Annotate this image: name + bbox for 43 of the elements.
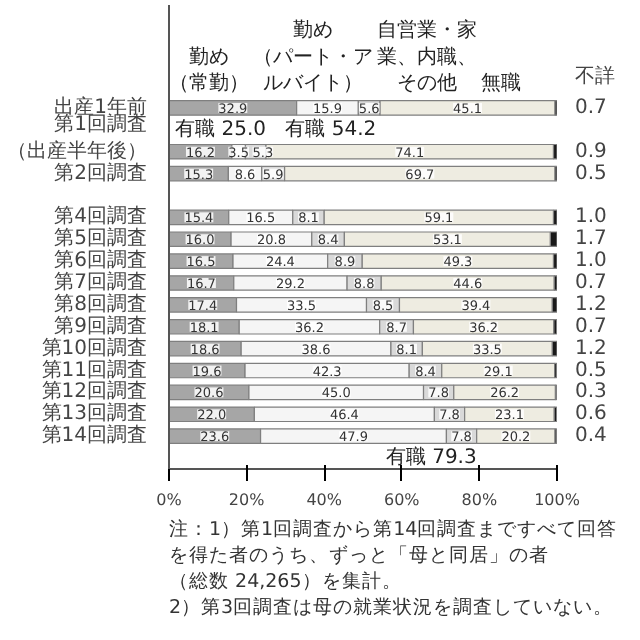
data-label: 1.0 — [575, 250, 607, 273]
y-tick-label: 第10回調査 — [41, 335, 148, 360]
y-tick-label: 第4回調査 — [54, 204, 148, 229]
data-label: 0.6 — [575, 403, 607, 426]
y-tick-label: 第5回調査 — [54, 226, 148, 251]
text: 2）第3回調査は母の就業状況を調査していない。 — [169, 595, 614, 619]
data-label: 0.9 — [575, 140, 607, 163]
data-label: 1.2 — [575, 337, 607, 360]
x-tick-label: 60% — [384, 491, 421, 509]
y-tick-label: 第13回調査 — [41, 401, 148, 426]
x-tick-label: 80% — [461, 491, 498, 509]
annotation: 有職 54.2 — [285, 116, 377, 141]
data-label: 0.5 — [575, 359, 607, 382]
y-tick-label: 第8回調査 — [54, 291, 148, 316]
series-label: 自営業・家業、内職、その他 — [377, 18, 477, 95]
x-tick-label: 40% — [306, 491, 343, 509]
y-tick-label: 第14回調査 — [41, 423, 148, 448]
series-label: 無職 — [481, 71, 521, 95]
series-label: 勤め（パート・アルバイト） — [253, 18, 373, 95]
y-tick-label: 第6回調査 — [54, 248, 148, 273]
series-label: 不詳 — [575, 64, 615, 88]
data-label: 1.7 — [575, 228, 607, 251]
x-tick-label: 100% — [534, 491, 581, 509]
y-tick-label: 第11回調査 — [41, 357, 148, 382]
text: 注：1）第1回調査から第14回調査まですべて回答を得た者のうち、ずっと「母と同居」の者（総数 24,265）を集計。 — [169, 517, 618, 593]
data-label: 0.7 — [575, 96, 607, 119]
y-tick-label: 第9回調査 — [54, 313, 148, 338]
y-tick-label: 第12回調査 — [41, 379, 148, 404]
x-tick-label: 0% — [156, 491, 183, 509]
data-label: 1.0 — [575, 206, 607, 229]
annotation: 有職 25.0 — [175, 116, 267, 141]
y-tick-label: 第2回調査 — [54, 160, 148, 185]
data-label: 0.7 — [575, 315, 607, 338]
annotation: 有職 79.3 — [385, 445, 477, 470]
series-label: 勤め（常勤） — [169, 44, 249, 95]
y-tick-label: 第7回調査 — [54, 270, 148, 294]
data-label: 0.4 — [575, 425, 607, 448]
data-label: 1.2 — [575, 293, 607, 316]
y-tick-label: 第1回調査（出産半年後） — [7, 112, 148, 163]
data-label: 0.3 — [575, 381, 607, 404]
data-label: 0.5 — [575, 162, 607, 185]
data-label: 0.7 — [575, 272, 607, 294]
x-tick-label: 20% — [228, 491, 266, 509]
